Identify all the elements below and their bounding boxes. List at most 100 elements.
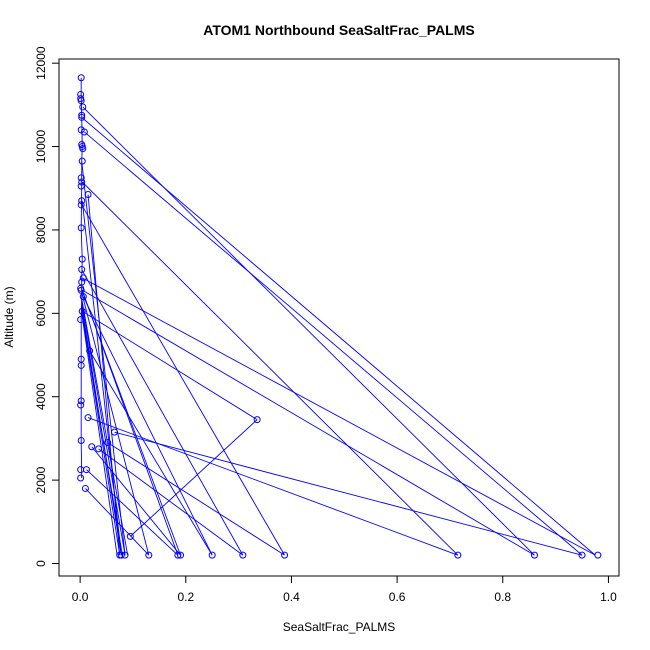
data-point [174, 551, 182, 559]
data-point [81, 484, 89, 492]
series-line-segment [87, 194, 121, 556]
data-point [77, 74, 85, 82]
data-point [208, 551, 216, 559]
data-point [281, 551, 289, 559]
series-line-segment [82, 317, 123, 556]
data-point [77, 224, 85, 232]
series-line-segment [81, 161, 126, 556]
data-point [104, 439, 112, 447]
series-line-segment [107, 442, 285, 556]
series-line-segment [84, 131, 583, 556]
data-point [78, 111, 86, 119]
series-line-segment [98, 448, 244, 556]
series-line-segment [82, 290, 535, 556]
plot-frame [58, 58, 620, 577]
chart-title: ATOM1 Northbound SeaSaltFrac_PALMS [203, 22, 474, 38]
data-point [78, 255, 86, 263]
data-point [79, 274, 87, 282]
y-tick-label: 12000 [34, 46, 48, 80]
data-point [578, 551, 586, 559]
series-line-segment [81, 290, 179, 556]
x-tick-label: 0.2 [177, 590, 194, 604]
series-lines [80, 77, 596, 556]
series-line-segment [91, 446, 181, 556]
data-point [239, 551, 247, 559]
series-line-segment [130, 419, 258, 537]
series-points [77, 74, 602, 559]
data-point [84, 191, 92, 199]
data-point [80, 128, 88, 136]
series-line-segment [80, 227, 83, 260]
data-point [95, 445, 103, 453]
y-tick-label: 6000 [34, 300, 48, 327]
data-point [78, 178, 86, 186]
series-line-segment [81, 117, 596, 556]
data-point [77, 361, 85, 369]
y-axis-label: Altitude (m) [2, 286, 16, 347]
y-tick-label: 10000 [34, 130, 48, 164]
x-axis: 0.0 0.2 0.4 0.6 0.8 1.0 [72, 575, 617, 604]
series-line-segment [81, 181, 459, 556]
data-point [77, 316, 85, 324]
data-point [78, 307, 86, 315]
series-line-segment [114, 431, 583, 556]
data-point [594, 551, 602, 559]
y-tick-label: 4000 [34, 383, 48, 410]
x-tick-label: 0.6 [389, 590, 406, 604]
y-axis: 0 2000 4000 6000 8000 10000 12000 [34, 46, 60, 567]
data-point [454, 551, 462, 559]
series-line-segment [80, 186, 83, 228]
data-point [78, 266, 86, 274]
x-axis-label: SeaSaltFrac_PALMS [283, 620, 396, 634]
series-line-segment [81, 300, 126, 556]
data-point [77, 474, 85, 482]
data-point [77, 436, 85, 444]
data-point [82, 466, 90, 474]
series-line-segment [81, 146, 83, 162]
data-point [121, 551, 129, 559]
data-point [88, 443, 96, 451]
series-line-segment [81, 204, 285, 556]
data-point [77, 97, 85, 105]
series-line-segment [86, 469, 179, 556]
x-tick-label: 0.0 [72, 590, 89, 604]
data-point [77, 174, 85, 182]
data-point [77, 397, 85, 405]
x-tick-label: 0.8 [494, 590, 511, 604]
series-line-segment [82, 296, 213, 556]
data-point [77, 182, 85, 190]
data-point [77, 201, 85, 209]
series-line-segment [87, 417, 459, 556]
series-line-segment [82, 310, 258, 421]
data-point [78, 113, 86, 121]
y-tick-label: 2000 [34, 466, 48, 493]
data-point [79, 293, 87, 301]
data-point [78, 197, 86, 205]
data-point [110, 428, 118, 436]
data-point [77, 401, 85, 409]
data-point [79, 145, 87, 153]
data-point [78, 157, 86, 165]
data-point [84, 414, 92, 422]
y-tick-label: 0 [34, 560, 48, 567]
series-line-segment [81, 292, 150, 556]
data-point [177, 551, 185, 559]
data-point [117, 551, 125, 559]
data-point [79, 103, 87, 111]
x-tick-label: 0.4 [283, 590, 300, 604]
series-line-segment [80, 440, 83, 479]
x-tick-label: 1.0 [600, 590, 617, 604]
y-tick-label: 8000 [34, 216, 48, 243]
series-line-segment [82, 106, 535, 556]
data-point [145, 551, 153, 559]
series-line-segment [81, 269, 244, 556]
series-line-segment [89, 350, 213, 556]
data-point [253, 416, 261, 424]
data-point [77, 466, 85, 474]
data-point [126, 532, 134, 540]
data-point [530, 551, 538, 559]
data-point [86, 347, 94, 355]
series-line-segment [82, 277, 596, 556]
data-point [77, 286, 85, 294]
